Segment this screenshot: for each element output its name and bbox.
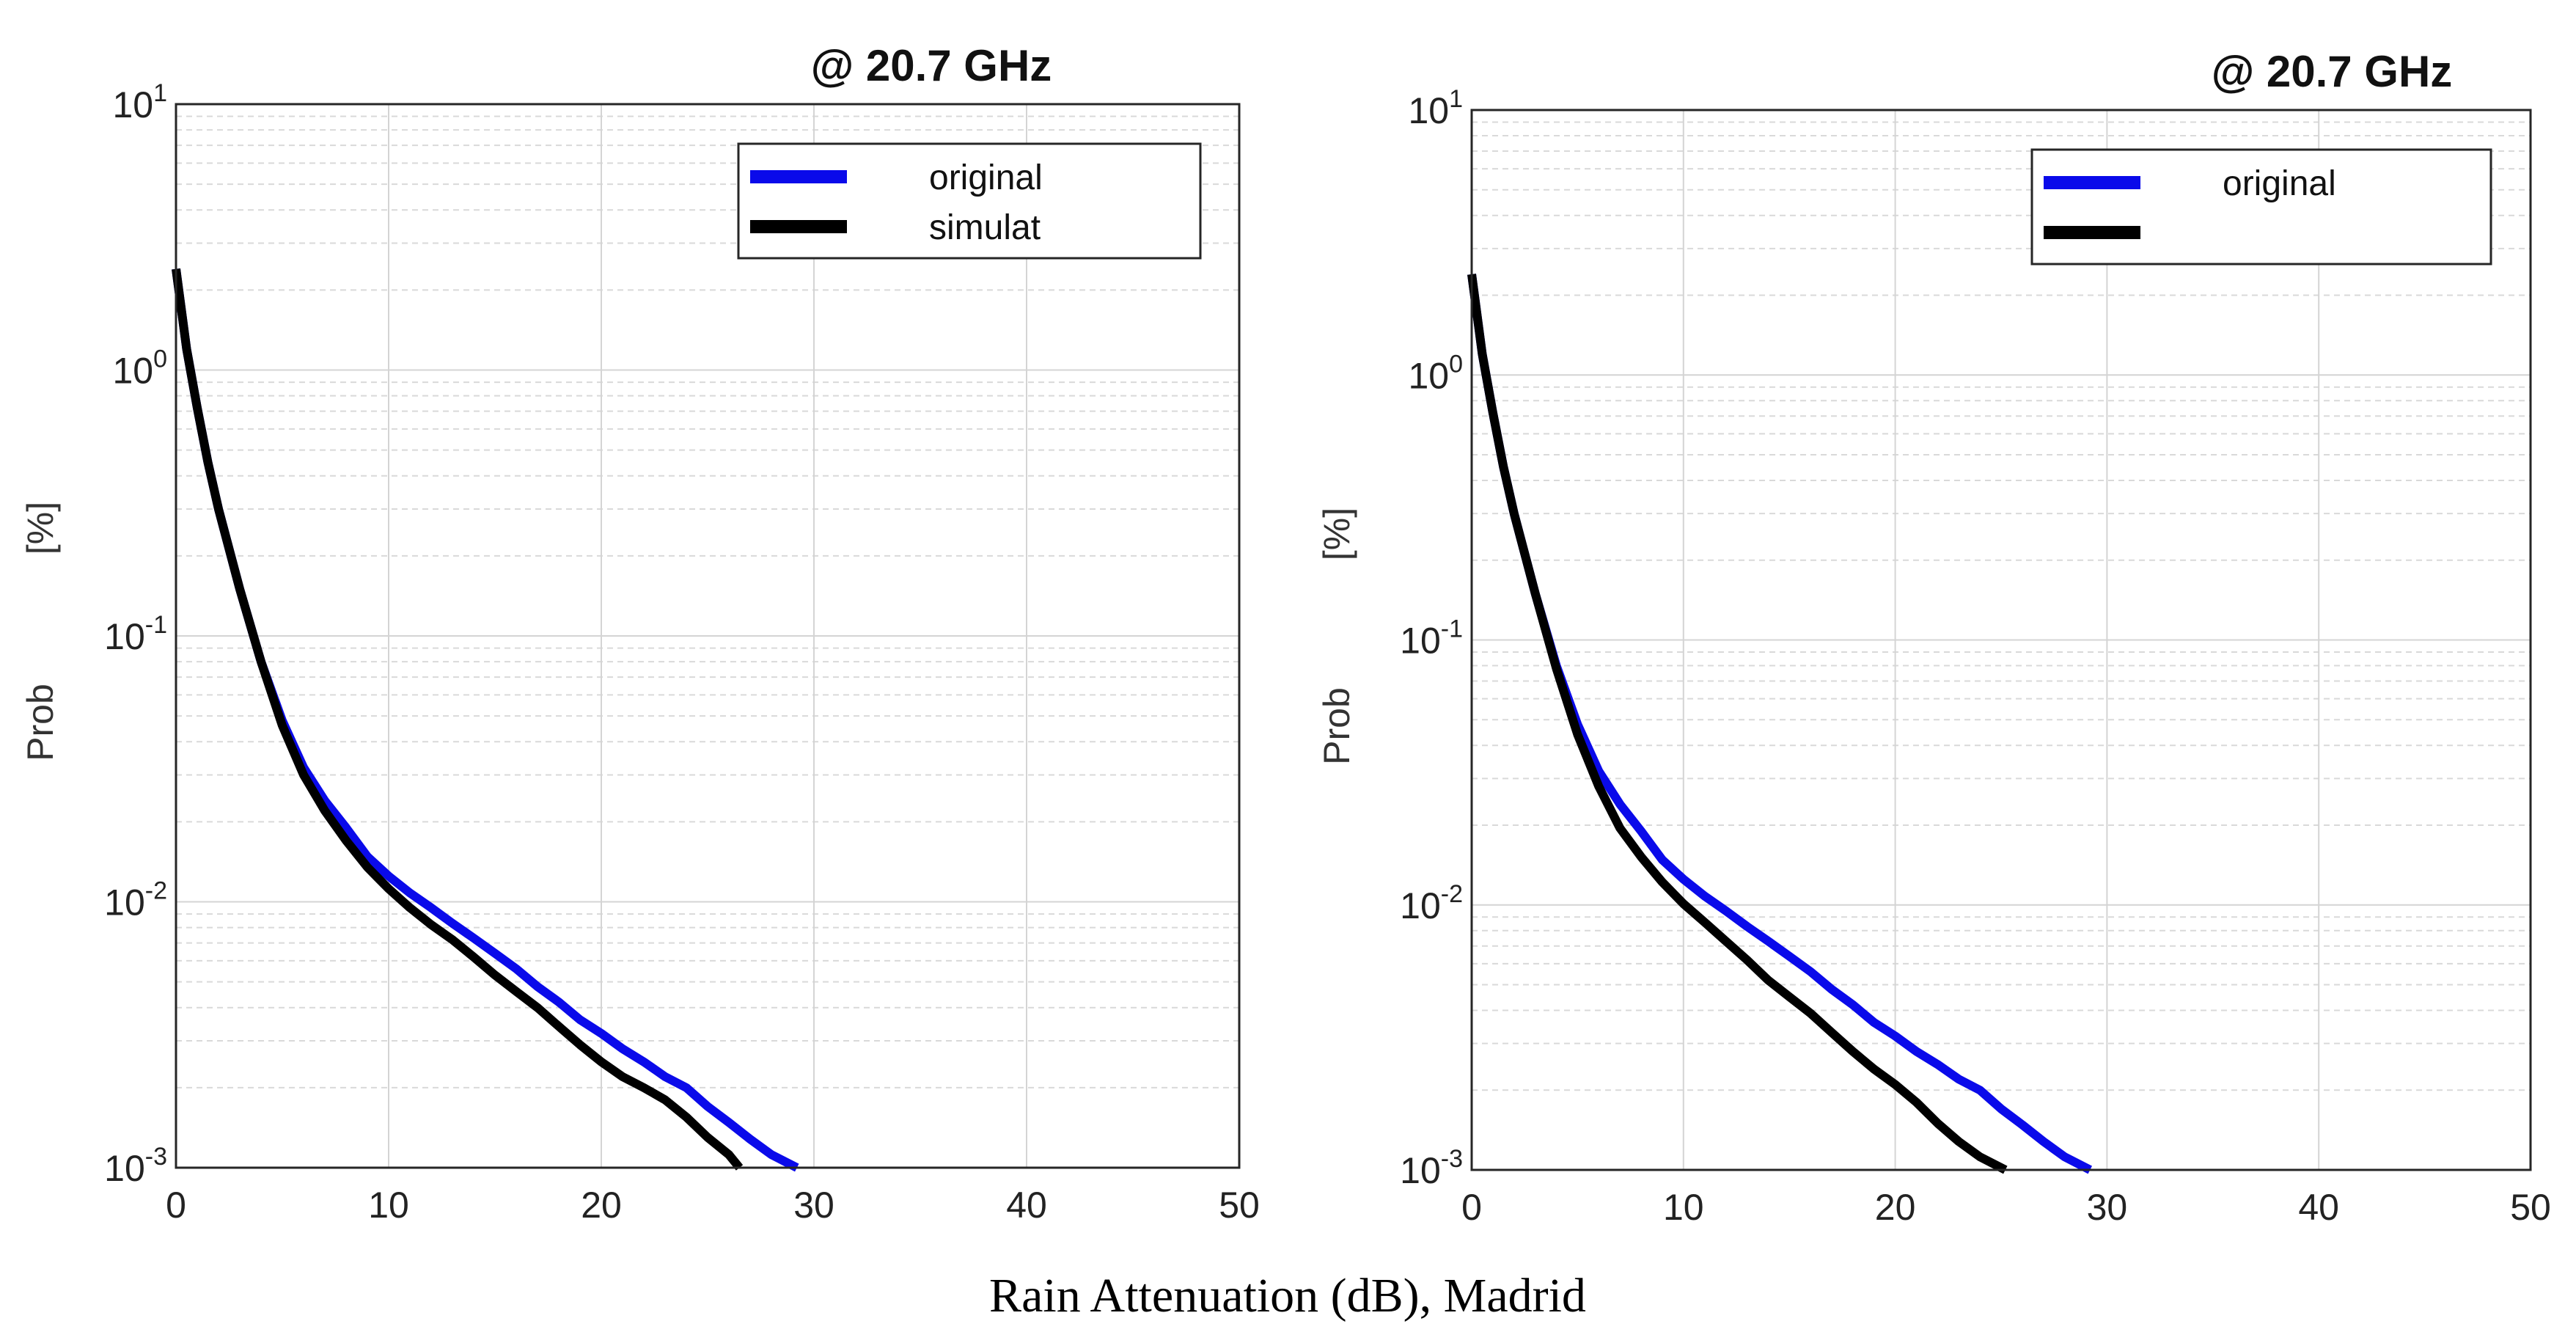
x-tick-label: 0 [1461,1187,1482,1228]
legend-label: original [929,158,1043,197]
chart-left: 0 10 20 30 40 50 10-3 10-2 10-1 100 101 @ 20.7 GHz P… [20,41,1260,1226]
axes-frame [1470,109,2532,1171]
chart-right: 0 10 20 30 40 50 10-3 10-2 10-1 100 101 @ 20.7 GHz P… [1316,47,2551,1228]
x-tick-label: 0 [166,1185,186,1226]
y-axis-label: Prob [1316,687,1357,765]
y-tick-label: 10-1 [104,611,167,657]
x-tick-label: 30 [793,1185,834,1226]
grid [1472,110,2531,1170]
legend-label: simulat [929,208,1041,247]
x-tick-label: 50 [2510,1187,2551,1228]
x-tick-label: 20 [1875,1187,1916,1228]
axes-frame [175,103,1241,1169]
chart-title: @ 20.7 GHz [811,41,1052,90]
y-axis-unit: [%] [1316,508,1357,560]
x-tick-label: 10 [1663,1187,1704,1228]
y-tick-label: 10-3 [104,1143,167,1189]
y-tick-label: 10-2 [1400,880,1463,926]
legend-box [2030,148,2492,266]
y-tick-label: 10-1 [1400,615,1463,662]
y-tick-label: 100 [112,345,167,392]
series-line-simulat [1467,274,2008,1174]
x-tick-label: 40 [1006,1185,1047,1226]
y-tick-label: 101 [1408,85,1463,131]
legend-label: original [2223,164,2336,203]
figure-caption: Rain Attenuation (dB), Madrid [989,1269,1586,1322]
y-axis-label: Prob [20,684,61,761]
chart-title: @ 20.7 GHz [2212,47,2453,96]
x-tick-label: 20 [581,1185,622,1226]
y-tick-label: 10-2 [104,877,167,923]
y-axis-unit: [%] [20,502,61,555]
y-tick-label: 10-3 [1400,1145,1463,1191]
y-tick-label: 100 [1408,350,1463,396]
x-tick-label: 40 [2298,1187,2339,1228]
legend: original simulat [737,142,1202,260]
x-tick-label: 30 [2087,1187,2128,1228]
x-tick-label: 10 [368,1185,409,1226]
series-line-simulat [172,268,744,1171]
legend: original [2030,148,2492,266]
y-tick-label: 101 [112,79,167,125]
legend-box [737,142,1202,260]
x-tick-label: 50 [1219,1185,1260,1226]
